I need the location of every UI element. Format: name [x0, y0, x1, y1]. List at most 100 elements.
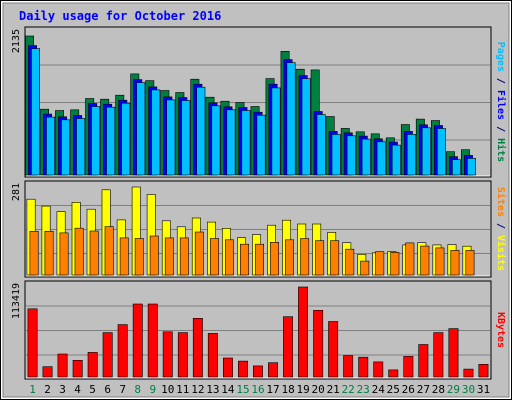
bar-sites-day-18: [285, 239, 294, 276]
x-axis-labels: 1 2 3 4 5 6 7 8 9 10 11 12 13 14 15 16 17 18 19 20 21 22 23 24 2…: [29, 383, 490, 396]
bar-pages-day-6: [106, 106, 116, 176]
x-tick-label-24: 24: [372, 383, 386, 396]
y-max-label: 281: [11, 183, 22, 201]
bar-pages-day-17: [271, 87, 281, 176]
bar-kbytes-day-25: [388, 369, 399, 378]
x-tick-label-18: 18: [281, 383, 294, 396]
bar-sites-day-28: [435, 247, 445, 276]
bar-sites-day-21: [330, 240, 340, 276]
bar-sites-day-3: [59, 232, 69, 276]
bar-pages-day-29: [451, 159, 461, 176]
series-legend-label: Pages / Files / Hits: [495, 42, 507, 162]
x-tick-label-9: 9: [149, 383, 156, 396]
bar-pages-day-26: [406, 134, 416, 176]
bar-kbytes-day-12: [192, 317, 203, 378]
bar-kbytes-day-27: [418, 344, 429, 378]
bar-pages-day-30: [466, 158, 476, 176]
x-tick-label-5: 5: [89, 383, 96, 396]
x-tick-label-16: 16: [251, 383, 264, 396]
bar-pages-day-27: [421, 127, 431, 176]
series-pages: [31, 48, 476, 176]
bar-sites-day-4: [74, 227, 84, 276]
x-tick-label-14: 14: [221, 383, 235, 396]
bar-kbytes-day-1: [27, 308, 38, 378]
series-legend-label: KBytes: [495, 312, 506, 348]
legend-part: Hits: [495, 138, 507, 162]
bar-kbytes-day-11: [177, 332, 188, 378]
bar-pages-day-23: [361, 138, 371, 176]
bar-sites-day-25: [390, 252, 400, 276]
bar-sites-day-8: [134, 238, 144, 276]
bar-kbytes-day-8: [132, 303, 143, 378]
bar-sites-day-9: [149, 235, 159, 276]
bar-kbytes-day-16: [253, 365, 263, 378]
x-tick-label-20: 20: [311, 383, 324, 396]
bar-pages-day-15: [241, 110, 251, 176]
bar-pages-day-18: [286, 62, 296, 176]
bar-kbytes-day-24: [373, 361, 384, 378]
bar-pages-day-9: [151, 89, 161, 176]
bar-kbytes-day-5: [87, 352, 98, 378]
bar-kbytes-day-2: [42, 366, 53, 378]
legend-part: /: [495, 120, 506, 138]
bar-sites-day-19: [300, 238, 310, 276]
x-tick-label-13: 13: [206, 383, 219, 396]
x-tick-label-1: 1: [29, 383, 36, 396]
legend-part: Visits: [495, 235, 507, 271]
bar-sites-day-10: [164, 237, 174, 276]
bar-kbytes-day-3: [57, 353, 68, 378]
bar-pages-day-14: [226, 109, 236, 176]
x-tick-label-12: 12: [191, 383, 204, 396]
bar-sites-day-26: [405, 242, 415, 276]
x-tick-label-2: 2: [44, 383, 51, 396]
x-tick-label-17: 17: [266, 383, 279, 396]
x-tick-label-31: 31: [477, 383, 490, 396]
x-tick-label-8: 8: [134, 383, 141, 396]
bar-pages-day-20: [316, 114, 326, 176]
bar-pages-day-21: [331, 134, 341, 176]
chart-panels: 2135 Pages / Files / Hits 281 Sites / Visit…: [11, 26, 507, 380]
bar-sites-day-12: [194, 231, 204, 276]
bar-kbytes-day-23: [358, 356, 369, 378]
bar-sites-day-6: [104, 226, 114, 276]
bar-kbytes-day-13: [207, 333, 218, 378]
legend-part: /: [495, 217, 506, 235]
x-tick-label-25: 25: [387, 383, 400, 396]
chart-title: Daily usage for October 2016: [19, 9, 221, 23]
x-tick-label-6: 6: [104, 383, 111, 396]
x-tick-label-15: 15: [236, 383, 249, 396]
y-max-label: 2135: [11, 29, 22, 53]
bar-kbytes-day-22: [343, 355, 354, 378]
legend-part: Files: [495, 90, 507, 120]
bar-pages-day-22: [346, 135, 356, 176]
bar-sites-day-2: [44, 231, 54, 276]
bar-sites-day-5: [89, 230, 99, 276]
x-tick-label-27: 27: [417, 383, 430, 396]
bar-pages-day-24: [376, 141, 386, 176]
bar-pages-day-3: [61, 119, 71, 176]
bar-pages-day-28: [436, 128, 446, 176]
bar-sites-day-29: [450, 250, 460, 276]
bar-kbytes-day-4: [72, 359, 83, 378]
bar-pages-day-5: [91, 106, 101, 176]
bar-sites-day-27: [420, 245, 430, 276]
bar-kbytes-day-19: [298, 286, 308, 378]
bar-pages-day-11: [181, 100, 191, 176]
x-tick-label-11: 11: [176, 383, 189, 396]
x-tick-label-22: 22: [342, 383, 355, 396]
legend-part: /: [495, 72, 506, 90]
bar-sites-day-17: [270, 242, 279, 276]
x-tick-label-30: 30: [462, 383, 475, 396]
bar-kbytes-day-6: [102, 332, 113, 378]
bar-sites-day-15: [240, 243, 249, 276]
x-tick-label-7: 7: [119, 383, 126, 396]
bar-kbytes-day-18: [283, 316, 293, 378]
bar-sites-day-22: [345, 248, 355, 276]
x-tick-label-26: 26: [402, 383, 415, 396]
x-tick-label-29: 29: [447, 383, 460, 396]
panel-kbytes: 113419 KBytes: [11, 280, 506, 380]
bar-kbytes-day-30: [463, 368, 474, 378]
bar-pages-day-16: [256, 114, 266, 176]
